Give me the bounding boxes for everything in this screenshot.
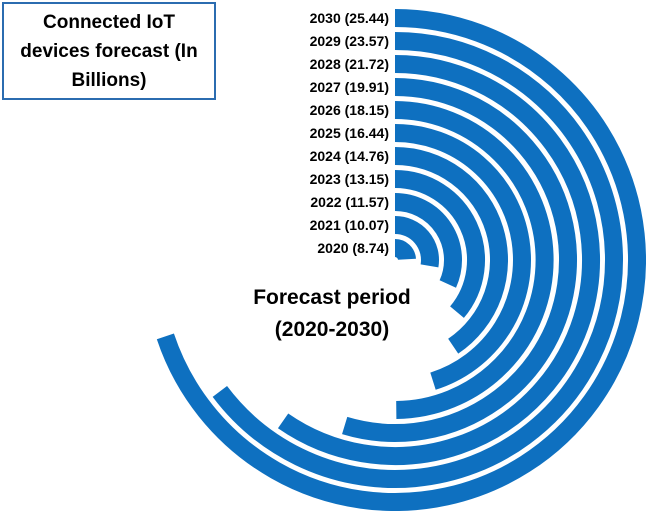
bar-label-2027: 2027 (19.91) bbox=[310, 79, 389, 95]
bar-label-2026: 2026 (18.15) bbox=[310, 102, 389, 118]
bar-label-2023: 2023 (13.15) bbox=[310, 171, 389, 187]
bar-2030 bbox=[156, 9, 646, 511]
bar-2027 bbox=[342, 78, 577, 442]
bar-2024 bbox=[394, 147, 508, 354]
bar-2020 bbox=[394, 239, 416, 261]
chart-title-box: Connected IoT devices forecast (In Billi… bbox=[2, 2, 216, 100]
bar-label-2030: 2030 (25.44) bbox=[310, 10, 389, 26]
bar-2029 bbox=[212, 32, 623, 488]
bar-label-2025: 2025 (16.44) bbox=[310, 125, 389, 141]
bar-label-2028: 2028 (21.72) bbox=[310, 56, 389, 72]
chart-title: Connected IoT devices forecast (In Billi… bbox=[20, 11, 198, 91]
bar-2023 bbox=[394, 170, 485, 318]
bar-label-2022: 2022 (11.57) bbox=[310, 194, 389, 210]
bar-2021 bbox=[394, 216, 439, 268]
bar-2026 bbox=[394, 101, 554, 419]
bar-2022 bbox=[394, 193, 462, 288]
bar-label-2020: 2020 (8.74) bbox=[317, 240, 389, 256]
bar-label-2024: 2024 (14.76) bbox=[310, 148, 389, 164]
bar-label-2021: 2021 (10.07) bbox=[310, 217, 389, 233]
bar-label-2029: 2029 (23.57) bbox=[310, 33, 389, 49]
bar-2025 bbox=[394, 124, 531, 390]
forecast-period-label: Forecast period (2020-2030) bbox=[253, 286, 411, 341]
bar-2028 bbox=[277, 55, 600, 465]
